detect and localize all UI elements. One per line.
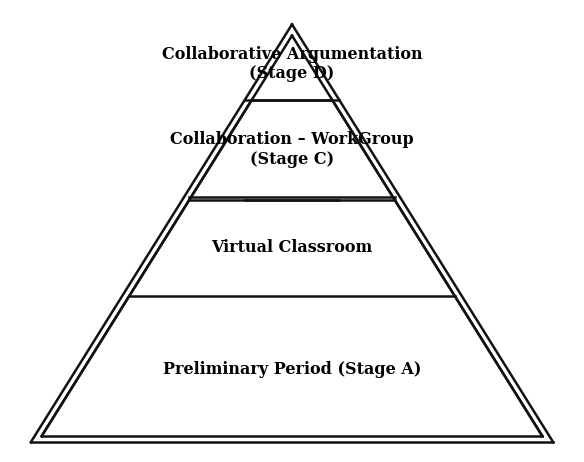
Polygon shape	[31, 24, 553, 442]
Text: Collaborative Argumentation
(Stage D): Collaborative Argumentation (Stage D)	[162, 46, 422, 82]
Polygon shape	[41, 100, 543, 436]
Text: Preliminary Period (Stage A): Preliminary Period (Stage A)	[163, 361, 421, 377]
Text: Collaboration – WorkGroup
(Stage C): Collaboration – WorkGroup (Stage C)	[170, 131, 414, 168]
Text: Virtual Classroom: Virtual Classroom	[211, 239, 373, 256]
